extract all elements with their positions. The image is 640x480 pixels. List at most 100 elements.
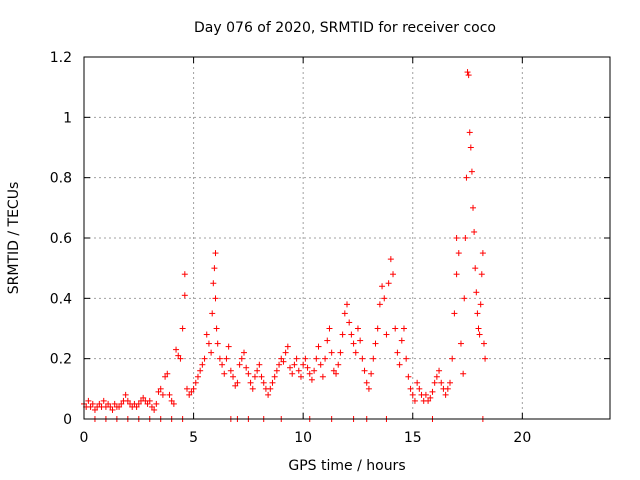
data-point — [184, 385, 191, 392]
data-point — [210, 280, 217, 287]
data-point — [317, 361, 324, 368]
data-point — [324, 337, 331, 344]
data-point — [379, 283, 386, 290]
data-point — [467, 144, 474, 151]
data-point — [153, 400, 160, 407]
data-point — [333, 370, 340, 377]
data-point — [405, 373, 412, 380]
data-point — [140, 394, 147, 401]
data-point — [311, 367, 318, 374]
data-point — [453, 235, 460, 241]
x-tick-label: 10 — [294, 430, 312, 446]
data-point — [105, 400, 112, 407]
data-point — [258, 373, 265, 380]
data-point — [455, 250, 462, 257]
data-point — [249, 385, 256, 392]
data-point — [124, 397, 131, 404]
data-point — [118, 400, 125, 407]
y-tick-label: 0.2 — [50, 352, 72, 368]
data-point — [385, 280, 392, 287]
data-point — [466, 129, 473, 136]
data-point — [462, 235, 469, 241]
data-point — [208, 349, 215, 356]
data-point — [293, 355, 300, 362]
data-point — [400, 325, 407, 332]
data-point — [302, 355, 309, 362]
data-point — [463, 174, 470, 181]
data-point — [269, 379, 276, 386]
data-point — [433, 373, 440, 380]
data-point — [447, 379, 454, 386]
data-point — [287, 364, 294, 371]
data-point — [357, 337, 364, 344]
data-point — [260, 379, 267, 386]
data-point — [394, 349, 401, 356]
data-point — [96, 400, 103, 407]
data-point — [472, 265, 479, 272]
data-point — [213, 325, 220, 332]
data-point — [471, 228, 478, 235]
data-point — [409, 391, 416, 398]
data-point — [315, 343, 322, 350]
data-point — [209, 310, 216, 317]
data-point — [162, 373, 169, 380]
data-point — [168, 397, 175, 404]
data-point — [322, 355, 329, 362]
data-point — [116, 403, 123, 410]
data-point — [175, 352, 182, 359]
data-point — [453, 271, 460, 278]
data-point — [431, 379, 438, 386]
data-point — [460, 370, 467, 377]
data-point — [335, 361, 342, 368]
data-point — [326, 325, 333, 332]
data-point — [474, 310, 481, 317]
data-point — [396, 361, 403, 368]
data-point — [376, 301, 383, 308]
data-point — [256, 361, 263, 368]
data-point — [273, 367, 280, 374]
data-point — [464, 69, 471, 76]
data-point — [159, 391, 166, 398]
data-point — [352, 349, 359, 356]
data-point — [344, 301, 350, 308]
data-point — [205, 340, 212, 347]
data-point — [144, 400, 151, 407]
data-point — [313, 355, 320, 362]
data-point — [370, 355, 377, 362]
data-point — [133, 403, 140, 410]
data-point — [442, 391, 449, 398]
data-point — [216, 355, 223, 362]
data-point — [166, 391, 173, 398]
data-point — [181, 292, 188, 299]
x-tick-label: 20 — [513, 430, 531, 446]
data-point — [300, 361, 307, 368]
data-point — [232, 382, 239, 389]
data-point — [111, 400, 118, 407]
data-point — [289, 370, 296, 377]
data-point — [186, 391, 193, 398]
data-point — [328, 349, 335, 356]
data-point — [478, 271, 485, 278]
data-point — [372, 340, 379, 347]
data-point — [348, 331, 355, 338]
data-point — [280, 358, 287, 365]
data-point — [306, 370, 313, 377]
data-point — [234, 379, 241, 386]
data-point — [284, 343, 291, 350]
data-point — [201, 355, 208, 362]
data-point — [107, 403, 114, 410]
data-point — [236, 361, 243, 368]
y-tick-label: 0 — [63, 412, 72, 428]
data-point — [267, 385, 274, 392]
y-tick-label: 1 — [63, 110, 72, 126]
data-point — [157, 385, 164, 392]
data-point — [361, 367, 368, 374]
data-point — [181, 271, 188, 278]
data-point — [341, 310, 348, 317]
data-point — [199, 361, 206, 368]
data-point — [192, 379, 199, 386]
data-point — [354, 325, 361, 332]
data-point — [135, 400, 142, 407]
data-point — [407, 385, 414, 392]
data-point — [297, 373, 304, 380]
